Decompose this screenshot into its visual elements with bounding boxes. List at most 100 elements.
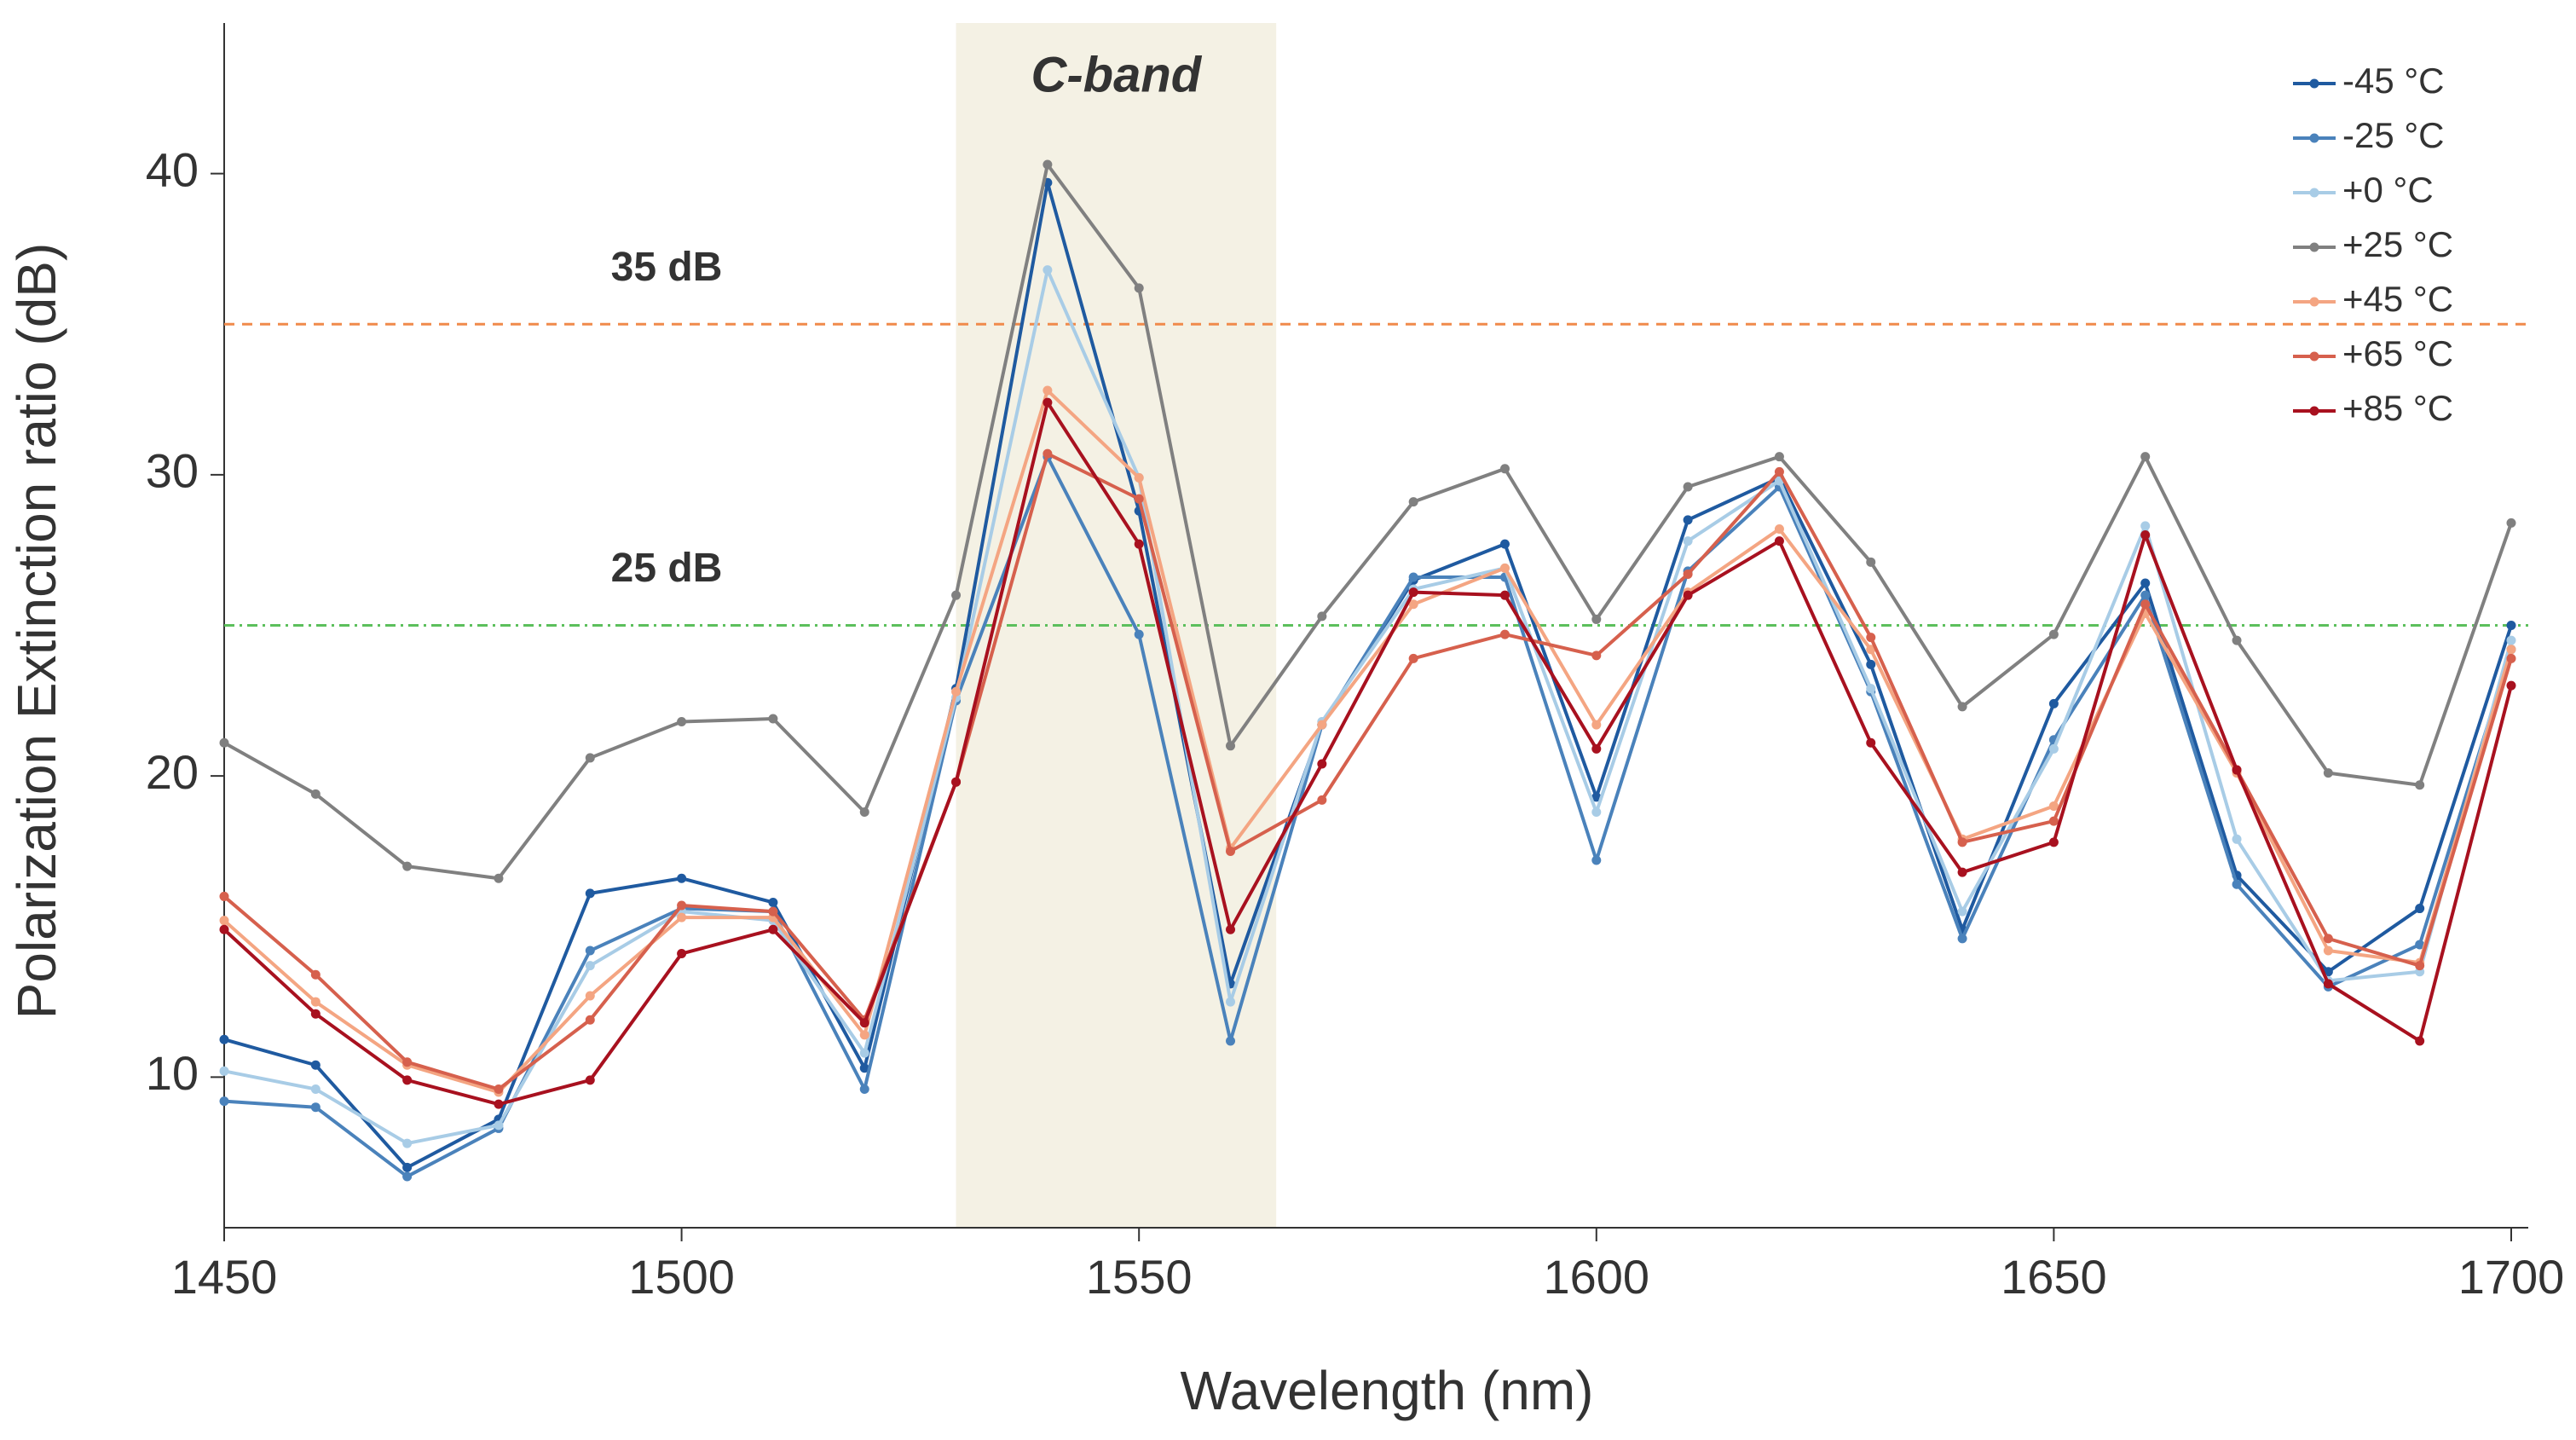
data-point bbox=[402, 1075, 413, 1085]
data-point bbox=[494, 873, 504, 883]
data-point bbox=[585, 888, 595, 899]
data-point bbox=[1043, 448, 1053, 459]
data-point bbox=[219, 924, 229, 934]
data-point bbox=[2048, 629, 2059, 639]
x-axis-label: Wavelength (nm) bbox=[1181, 1360, 1594, 1421]
legend-marker bbox=[2309, 188, 2319, 198]
legend-label: +0 °C bbox=[2342, 170, 2434, 210]
legend-marker bbox=[2309, 406, 2319, 416]
data-point bbox=[585, 753, 595, 763]
x-tick-label: 1450 bbox=[171, 1250, 278, 1304]
data-point bbox=[768, 714, 778, 724]
data-point bbox=[1408, 572, 1418, 582]
data-point bbox=[1683, 590, 1693, 600]
data-point bbox=[1317, 611, 1327, 622]
x-tick-label: 1500 bbox=[628, 1250, 735, 1304]
data-point bbox=[1317, 795, 1327, 805]
reference-label: 25 dB bbox=[611, 546, 723, 591]
data-point bbox=[677, 900, 687, 911]
data-point bbox=[2140, 530, 2151, 541]
data-point bbox=[1043, 159, 1053, 170]
data-point bbox=[1408, 653, 1418, 663]
legend-marker bbox=[2309, 351, 2319, 361]
data-point bbox=[1866, 557, 1876, 567]
data-point bbox=[494, 1099, 504, 1109]
data-point bbox=[585, 961, 595, 971]
data-point bbox=[1591, 807, 1602, 818]
data-point bbox=[402, 1138, 413, 1148]
data-point bbox=[2415, 1036, 2425, 1046]
data-point bbox=[1134, 629, 1144, 639]
data-point bbox=[2232, 879, 2242, 889]
y-tick-label: 10 bbox=[146, 1046, 199, 1100]
data-point bbox=[1683, 482, 1693, 492]
data-point bbox=[2048, 837, 2059, 847]
data-point bbox=[1499, 629, 1510, 639]
band-label: C-band bbox=[1031, 47, 1202, 102]
legend-label: +85 °C bbox=[2342, 388, 2453, 428]
data-point bbox=[2048, 816, 2059, 826]
data-point bbox=[2232, 765, 2242, 775]
data-point bbox=[310, 1084, 321, 1095]
data-point bbox=[1591, 743, 1602, 754]
data-point bbox=[1408, 587, 1418, 598]
data-point bbox=[310, 969, 321, 980]
data-point bbox=[219, 1066, 229, 1076]
data-point bbox=[219, 891, 229, 901]
data-point bbox=[1226, 846, 1236, 856]
data-point bbox=[1774, 452, 1784, 462]
data-point bbox=[1683, 569, 1693, 579]
data-point bbox=[1957, 837, 1967, 847]
data-point bbox=[1226, 1036, 1236, 1046]
data-point bbox=[677, 873, 687, 883]
data-point bbox=[859, 1063, 869, 1073]
data-point bbox=[2506, 518, 2516, 528]
legend-marker bbox=[2309, 297, 2319, 307]
data-point bbox=[310, 997, 321, 1007]
data-point bbox=[1683, 536, 1693, 547]
data-point bbox=[2506, 653, 2516, 663]
data-point bbox=[951, 590, 962, 600]
data-point bbox=[1317, 759, 1327, 769]
data-point bbox=[585, 1075, 595, 1085]
data-point bbox=[951, 686, 962, 697]
data-point bbox=[1866, 659, 1876, 669]
data-point bbox=[677, 717, 687, 727]
data-point bbox=[1774, 523, 1784, 534]
data-point bbox=[1226, 997, 1236, 1007]
series-line bbox=[222, 401, 2513, 1107]
x-tick-label: 1700 bbox=[2458, 1250, 2565, 1304]
x-tick-label: 1600 bbox=[1544, 1250, 1650, 1304]
data-point bbox=[402, 1057, 413, 1067]
data-point bbox=[494, 1120, 504, 1131]
data-point bbox=[1408, 497, 1418, 507]
data-point bbox=[402, 1171, 413, 1182]
data-point bbox=[1226, 924, 1236, 934]
data-point bbox=[2506, 680, 2516, 691]
series-line bbox=[222, 452, 2513, 1091]
legend-label: +45 °C bbox=[2342, 279, 2453, 319]
data-point bbox=[859, 807, 869, 818]
y-axis-label: Polarization Extinction ratio (dB) bbox=[6, 243, 67, 1020]
series-line bbox=[222, 388, 2513, 1095]
legend-marker bbox=[2309, 133, 2319, 143]
data-point bbox=[2140, 590, 2151, 600]
data-point bbox=[2140, 599, 2151, 610]
data-point bbox=[2232, 834, 2242, 844]
data-point bbox=[1591, 614, 1602, 624]
data-point bbox=[219, 1096, 229, 1107]
data-point bbox=[1134, 494, 1144, 504]
legend-label: -25 °C bbox=[2342, 115, 2445, 155]
legend-label: +25 °C bbox=[2342, 224, 2453, 264]
data-point bbox=[310, 1102, 321, 1113]
x-tick-label: 1650 bbox=[2001, 1250, 2107, 1304]
y-tick-label: 20 bbox=[146, 745, 199, 799]
data-point bbox=[1957, 702, 1967, 712]
data-point bbox=[1317, 720, 1327, 730]
data-point bbox=[1957, 906, 1967, 917]
legend-label: -45 °C bbox=[2342, 61, 2445, 101]
data-point bbox=[768, 924, 778, 934]
data-point bbox=[1957, 867, 1967, 877]
